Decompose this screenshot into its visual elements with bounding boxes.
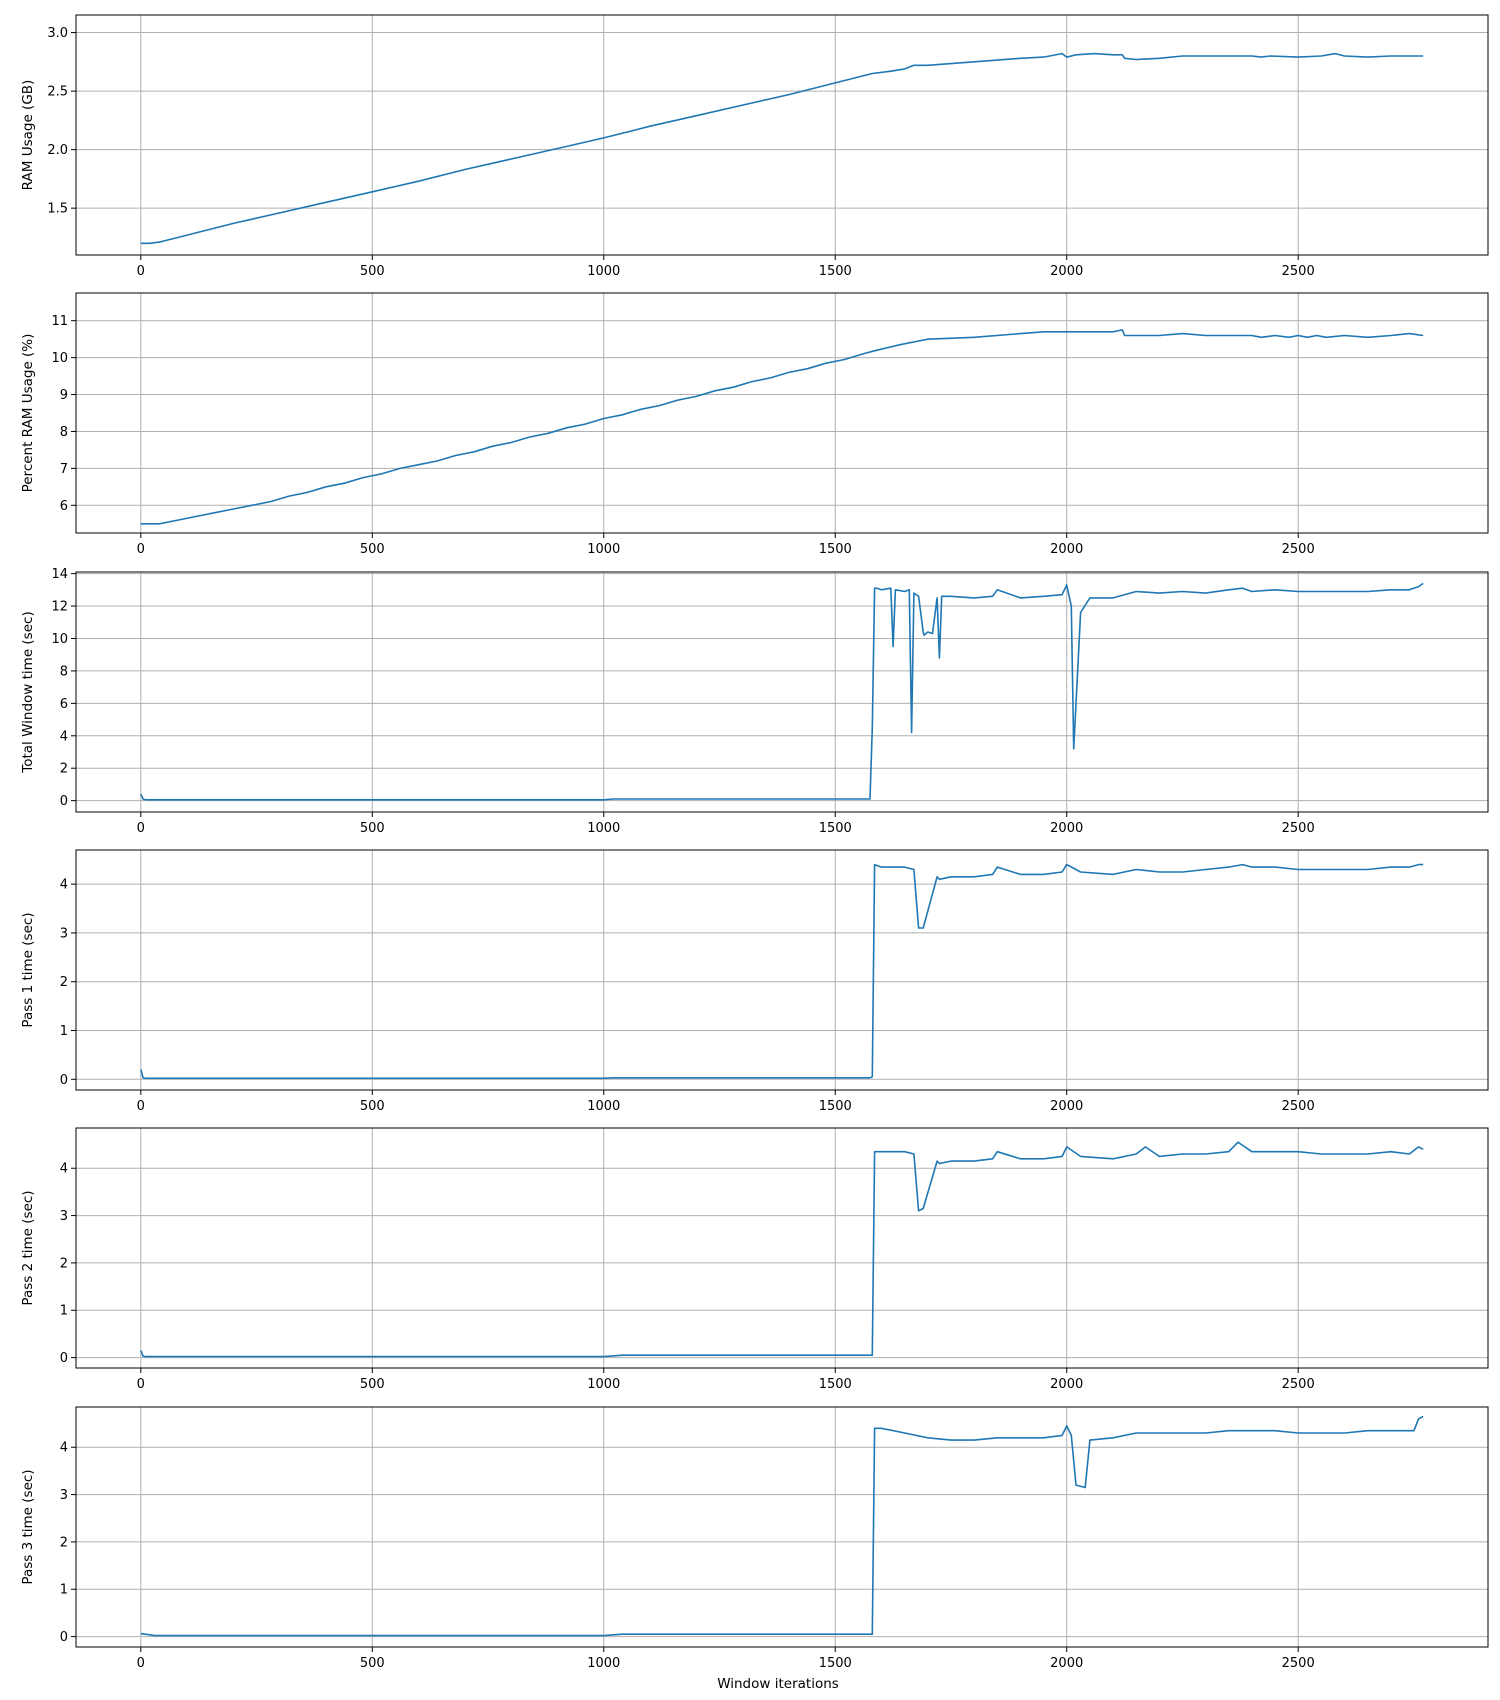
panel-4-x-tick-label-0: 0 — [137, 1099, 145, 1114]
panel-5-x-tick-label-2000: 2000 — [1050, 1377, 1083, 1392]
panel-4-y-tick-label-2: 2 — [60, 975, 68, 990]
panel-6-y-tick-label-2: 2 — [60, 1535, 68, 1550]
panel-1-x-tick-label-500: 500 — [360, 264, 385, 279]
panel-6-y-tick-label-1: 1 — [60, 1583, 68, 1598]
panel-2-x-tick-label-500: 500 — [360, 542, 385, 557]
panel-3-y-tick-label-12: 12 — [51, 600, 68, 615]
panel-2-y-axis-label: Percent RAM Usage (%) — [20, 334, 36, 493]
panel-3-x-tick-label-0: 0 — [137, 821, 145, 836]
panel-6-y-tick-label-0: 0 — [60, 1630, 68, 1645]
panel-1-y-tick-label-1.5: 1.5 — [47, 202, 68, 217]
panel-6-x-tick-label-0: 0 — [137, 1656, 145, 1671]
panel-3-y-tick-label-0: 0 — [60, 794, 68, 809]
panel-6-x-tick-label-1500: 1500 — [819, 1656, 852, 1671]
panel-1-x-tick-label-2500: 2500 — [1282, 264, 1315, 279]
panel-1-series-line — [140, 52, 1424, 245]
panel-2-x-tick-label-2500: 2500 — [1282, 542, 1315, 557]
panel-2-y-tick-label-8: 8 — [60, 425, 68, 440]
panel-4-y-axis-label: Pass 1 time (sec) — [20, 912, 36, 1027]
panel-1-y-axis-label: RAM Usage (GB) — [20, 80, 36, 191]
panel-5-x-tick-label-500: 500 — [360, 1377, 385, 1392]
panel-3-x-tick-label-2500: 2500 — [1282, 821, 1315, 836]
panel-6-y-tick-label-4: 4 — [60, 1441, 68, 1456]
panel-2-y-tick-label-9: 9 — [60, 388, 68, 403]
panel-6-series-line — [140, 1415, 1424, 1637]
panel-5-x-tick-label-0: 0 — [137, 1377, 145, 1392]
panel-1-x-tick-label-1000: 1000 — [587, 264, 620, 279]
panel-1-y-tick-label-2.0: 2.0 — [47, 143, 68, 158]
panel-5-pass-2-time-sec: 0 500 1000 1500 2000 2500 0 1 2 3 4 Pass 2 time (se… — [20, 1127, 1489, 1392]
panel-3-x-tick-label-500: 500 — [360, 821, 385, 836]
panel-3-series-line — [140, 582, 1424, 801]
panel-4-y-tick-label-0: 0 — [60, 1073, 68, 1088]
panel-5-y-tick-label-1: 1 — [60, 1304, 68, 1319]
panel-4-pass-1-time-sec: 0 500 1000 1500 2000 2500 0 1 2 3 4 Pass 1 time (se… — [20, 849, 1489, 1114]
panel-6-x-tick-label-2500: 2500 — [1282, 1656, 1315, 1671]
panel-1-ram-usage-gb: 0 500 1000 1500 2000 2500 1.5 2.0 2.5 3.0 RAM Usag… — [20, 14, 1489, 279]
panel-5-x-tick-label-2500: 2500 — [1282, 1377, 1315, 1392]
panel-5-y-tick-label-3: 3 — [60, 1209, 68, 1224]
panel-4-x-tick-label-1500: 1500 — [819, 1099, 852, 1114]
panel-2-percent-ram-usage: 0 500 1000 1500 2000 2500 6 7 8 9 10 11 Percent RAM … — [20, 292, 1489, 557]
panel-4-y-tick-label-3: 3 — [60, 926, 68, 941]
x-axis-label: Window iterations — [717, 1676, 839, 1692]
panel-6-y-axis-label: Pass 3 time (sec) — [20, 1469, 36, 1584]
panel-5-y-tick-label-0: 0 — [60, 1351, 68, 1366]
panel-5-x-tick-label-1500: 1500 — [819, 1377, 852, 1392]
panel-3-y-tick-label-2: 2 — [60, 762, 68, 777]
panel-2-x-tick-label-0: 0 — [137, 542, 145, 557]
panel-5-axes-frame — [75, 1127, 1489, 1369]
panel-6-x-tick-label-1000: 1000 — [587, 1656, 620, 1671]
panel-2-series-line — [140, 329, 1424, 525]
panel-3-y-tick-label-4: 4 — [60, 729, 68, 744]
panel-1-axes-frame — [75, 14, 1489, 256]
panel-3-x-tick-label-2000: 2000 — [1050, 821, 1083, 836]
panel-4-y-tick-label-4: 4 — [60, 878, 68, 893]
panel-3-y-tick-label-6: 6 — [60, 697, 68, 712]
panel-2-y-tick-label-6: 6 — [60, 499, 68, 514]
panel-6-pass-3-time-sec: 0 500 1000 1500 2000 2500 0 1 2 3 4 Pass 3 time (se… — [20, 1406, 1489, 1671]
panel-2-x-tick-label-1000: 1000 — [587, 542, 620, 557]
panel-1-y-tick-label-3.0: 3.0 — [47, 26, 68, 41]
panel-4-axes-frame — [75, 849, 1489, 1091]
panel-5-y-axis-label: Pass 2 time (sec) — [20, 1190, 36, 1305]
panel-4-series-line — [140, 863, 1424, 1080]
panel-1-x-tick-label-2000: 2000 — [1050, 264, 1083, 279]
panel-4-x-tick-label-2000: 2000 — [1050, 1099, 1083, 1114]
panel-6-axes-frame — [75, 1406, 1489, 1648]
panel-5-y-tick-label-2: 2 — [60, 1256, 68, 1271]
panel-3-y-axis-label: Total Window time (sec) — [20, 611, 36, 773]
panel-3-x-tick-label-1500: 1500 — [819, 821, 852, 836]
panel-2-y-tick-label-10: 10 — [51, 351, 68, 366]
panel-2-x-tick-label-1500: 1500 — [819, 542, 852, 557]
panel-2-x-tick-label-2000: 2000 — [1050, 542, 1083, 557]
panel-2-y-tick-label-11: 11 — [51, 314, 68, 329]
panel-2-y-tick-label-7: 7 — [60, 462, 68, 477]
panel-4-x-tick-label-1000: 1000 — [587, 1099, 620, 1114]
panel-3-y-tick-label-8: 8 — [60, 664, 68, 679]
panel-5-y-tick-label-4: 4 — [60, 1162, 68, 1177]
panel-1-y-tick-label-2.5: 2.5 — [47, 85, 68, 100]
panel-5-x-tick-label-1000: 1000 — [587, 1377, 620, 1392]
panel-3-total-window-time-sec: 0 500 1000 1500 2000 2500 0 2 4 6 8 10 12 14 Total Win… — [20, 567, 1489, 836]
panel-2-axes-frame — [75, 292, 1489, 534]
panel-6-x-tick-label-500: 500 — [360, 1656, 385, 1671]
panel-4-y-tick-label-1: 1 — [60, 1024, 68, 1039]
panel-6-y-tick-label-3: 3 — [60, 1488, 68, 1503]
panel-4-x-tick-label-2500: 2500 — [1282, 1099, 1315, 1114]
panel-1-x-tick-label-1500: 1500 — [819, 264, 852, 279]
panel-6-x-tick-label-2000: 2000 — [1050, 1656, 1083, 1671]
panel-3-y-tick-label-10: 10 — [51, 632, 68, 647]
panel-3-x-tick-label-1000: 1000 — [587, 821, 620, 836]
panel-1-x-tick-label-0: 0 — [137, 264, 145, 279]
panel-3-axes-frame — [75, 571, 1489, 813]
panel-3-y-tick-label-14: 14 — [51, 567, 68, 582]
panel-4-x-tick-label-500: 500 — [360, 1099, 385, 1114]
panel-5-series-line — [140, 1141, 1424, 1358]
